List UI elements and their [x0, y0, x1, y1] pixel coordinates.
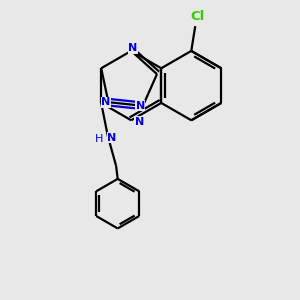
Text: N: N: [107, 133, 116, 142]
Text: N: N: [135, 117, 144, 127]
Text: N: N: [128, 43, 137, 53]
Text: H: H: [95, 134, 104, 144]
Text: N: N: [101, 97, 110, 107]
Text: N: N: [136, 101, 145, 111]
Text: Cl: Cl: [190, 11, 205, 23]
